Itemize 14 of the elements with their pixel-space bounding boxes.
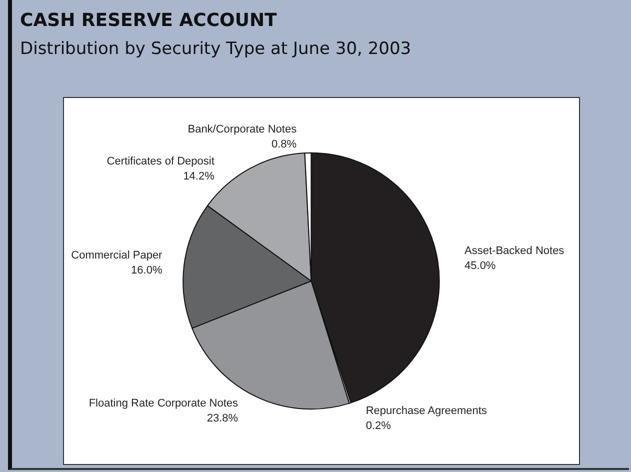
slice-label: Floating Rate Corporate Notes	[88, 397, 239, 410]
data-label: 45.0%	[464, 260, 496, 272]
chart-subtitle: Distribution by Security Type at June 30, 2003	[20, 39, 412, 59]
slice-label: Asset-Backed Notes	[464, 244, 565, 257]
chart-title: CASH RESERVE ACCOUNT	[20, 10, 277, 31]
data-label: 23.8%	[206, 412, 238, 424]
data-label: 16.0%	[131, 264, 162, 276]
slice-label: Commercial Paper	[71, 249, 163, 262]
data-label: 0.2%	[366, 420, 392, 432]
data-label: 14.2%	[183, 170, 215, 182]
slice-label: Bank/Corporate Notes	[188, 123, 298, 136]
slice-label: Certificates of Deposit	[106, 155, 214, 168]
data-label: 0.8%	[272, 138, 297, 150]
slice-label: Repurchase Agreements	[366, 404, 488, 417]
